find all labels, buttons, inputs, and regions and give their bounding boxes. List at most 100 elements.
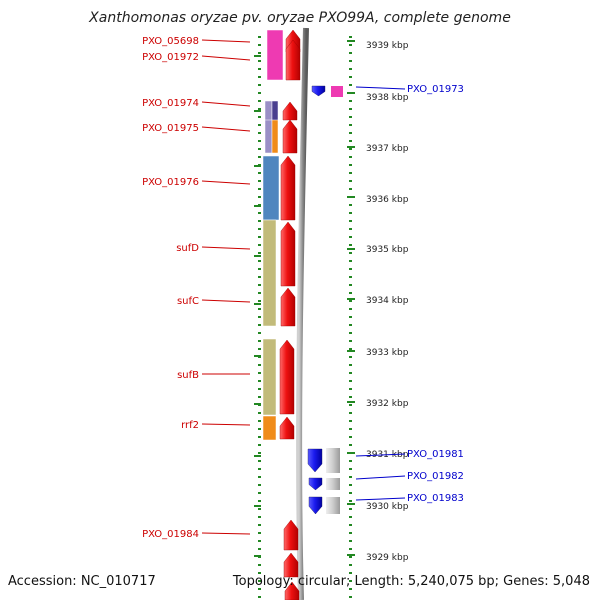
scale-label: 3939 kbp: [366, 41, 409, 51]
scale-tick: [347, 40, 355, 42]
tick-mark-left: [258, 452, 261, 454]
tick-mark-right: [349, 508, 352, 510]
tick-mark-right: [349, 44, 352, 46]
gene-leader-line: [355, 475, 406, 480]
scale-tick: [254, 505, 261, 507]
tick-mark-right: [349, 364, 352, 366]
scale-tick: [347, 92, 355, 94]
tick-mark-right: [349, 548, 352, 550]
forward-gene-label[interactable]: PXO_01984: [142, 529, 199, 540]
function-category-box: [264, 100, 273, 122]
tick-mark-left: [258, 516, 261, 518]
tick-mark-right: [349, 36, 352, 38]
tick-mark-left: [258, 412, 261, 414]
forward-gene-label[interactable]: PXO_01974: [142, 98, 199, 109]
gene-leader-line: [355, 86, 406, 90]
scale-label: 3930 kbp: [366, 502, 409, 512]
reverse-gene-arrow[interactable]: [311, 85, 326, 97]
forward-gene-label[interactable]: PXO_01976: [142, 177, 199, 188]
gene-leader-line: [201, 532, 251, 535]
forward-gene-label[interactable]: sufC: [177, 296, 199, 307]
forward-gene-arrow[interactable]: [284, 581, 300, 600]
reverse-gene-arrow[interactable]: [308, 496, 323, 515]
forward-gene-label[interactable]: sufB: [177, 370, 199, 381]
reverse-gene-label[interactable]: PXO_01983: [407, 493, 464, 504]
tick-mark-left: [258, 108, 261, 110]
scale-tick: [254, 110, 261, 112]
forward-gene-arrow[interactable]: [279, 339, 295, 415]
forward-gene-arrow[interactable]: [283, 519, 299, 551]
tick-mark-right: [349, 156, 352, 158]
forward-gene-arrow[interactable]: [280, 155, 296, 221]
tick-mark-right: [349, 460, 352, 462]
function-category-box: [266, 29, 284, 81]
forward-gene-label[interactable]: rrf2: [181, 420, 199, 431]
scale-label: 3932 kbp: [366, 399, 409, 409]
forward-gene-arrow[interactable]: [279, 416, 295, 440]
gene-leader-line: [201, 299, 251, 303]
gene-leader-line: [201, 423, 251, 426]
tick-mark-left: [258, 220, 261, 222]
tick-mark-left: [258, 364, 261, 366]
tick-mark-left: [258, 260, 261, 262]
tick-mark-left: [258, 332, 261, 334]
tick-mark-left: [258, 420, 261, 422]
forward-gene-arrow[interactable]: [282, 119, 298, 154]
tick-mark-left: [258, 100, 261, 102]
tick-mark-left: [258, 372, 261, 374]
tick-mark-right: [349, 100, 352, 102]
reverse-gene-label[interactable]: PXO_01982: [407, 471, 464, 482]
tick-mark-left: [258, 316, 261, 318]
forward-gene-arrow[interactable]: [282, 101, 298, 121]
forward-gene-label[interactable]: PXO_01972: [142, 52, 199, 63]
reverse-gene-label[interactable]: PXO_01981: [407, 449, 464, 460]
tick-mark-right: [349, 556, 352, 558]
tick-mark-left: [258, 228, 261, 230]
forward-gene-arrow[interactable]: [285, 39, 301, 81]
function-category-box: [271, 100, 279, 122]
tick-mark-left: [258, 196, 261, 198]
tick-mark-left: [258, 116, 261, 118]
tick-mark-right: [349, 124, 352, 126]
tick-mark-right: [349, 580, 352, 582]
tick-mark-left: [258, 132, 261, 134]
tick-mark-right: [349, 316, 352, 318]
tick-mark-left: [258, 76, 261, 78]
tick-mark-left: [258, 300, 261, 302]
function-category-box: [262, 338, 277, 416]
function-category-box: [264, 119, 273, 154]
forward-gene-label[interactable]: PXO_01975: [142, 123, 199, 134]
tick-mark-right: [349, 252, 352, 254]
tick-mark-left: [258, 572, 261, 574]
scale-tick: [254, 355, 261, 357]
tick-mark-left: [258, 324, 261, 326]
tick-mark-right: [349, 68, 352, 70]
forward-gene-arrow[interactable]: [280, 287, 296, 327]
tick-mark-left: [258, 476, 261, 478]
tick-mark-left: [258, 124, 261, 126]
gene-leader-line: [201, 246, 251, 250]
reverse-gene-label[interactable]: PXO_01973: [407, 84, 464, 95]
reverse-gene-arrow[interactable]: [307, 448, 323, 473]
tick-mark-right: [349, 380, 352, 382]
scale-tick: [254, 403, 261, 405]
scale-tick: [254, 555, 261, 557]
scale-tick: [347, 196, 355, 198]
tick-mark-left: [258, 180, 261, 182]
tick-mark-right: [349, 52, 352, 54]
forward-gene-label[interactable]: sufD: [176, 243, 199, 254]
tick-mark-right: [349, 572, 352, 574]
function-category-box: [271, 119, 279, 154]
tick-mark-left: [258, 284, 261, 286]
reverse-gene-arrow[interactable]: [308, 477, 323, 491]
tick-mark-left: [258, 532, 261, 534]
scale-tick: [347, 503, 355, 505]
scale-tick: [347, 401, 355, 403]
forward-gene-arrow[interactable]: [280, 221, 296, 287]
forward-gene-arrow[interactable]: [283, 552, 299, 578]
tick-mark-right: [349, 484, 352, 486]
tick-mark-left: [258, 44, 261, 46]
forward-gene-label[interactable]: PXO_05698: [142, 36, 199, 47]
genome-backbone: [296, 27, 309, 600]
tick-mark-left: [258, 468, 261, 470]
